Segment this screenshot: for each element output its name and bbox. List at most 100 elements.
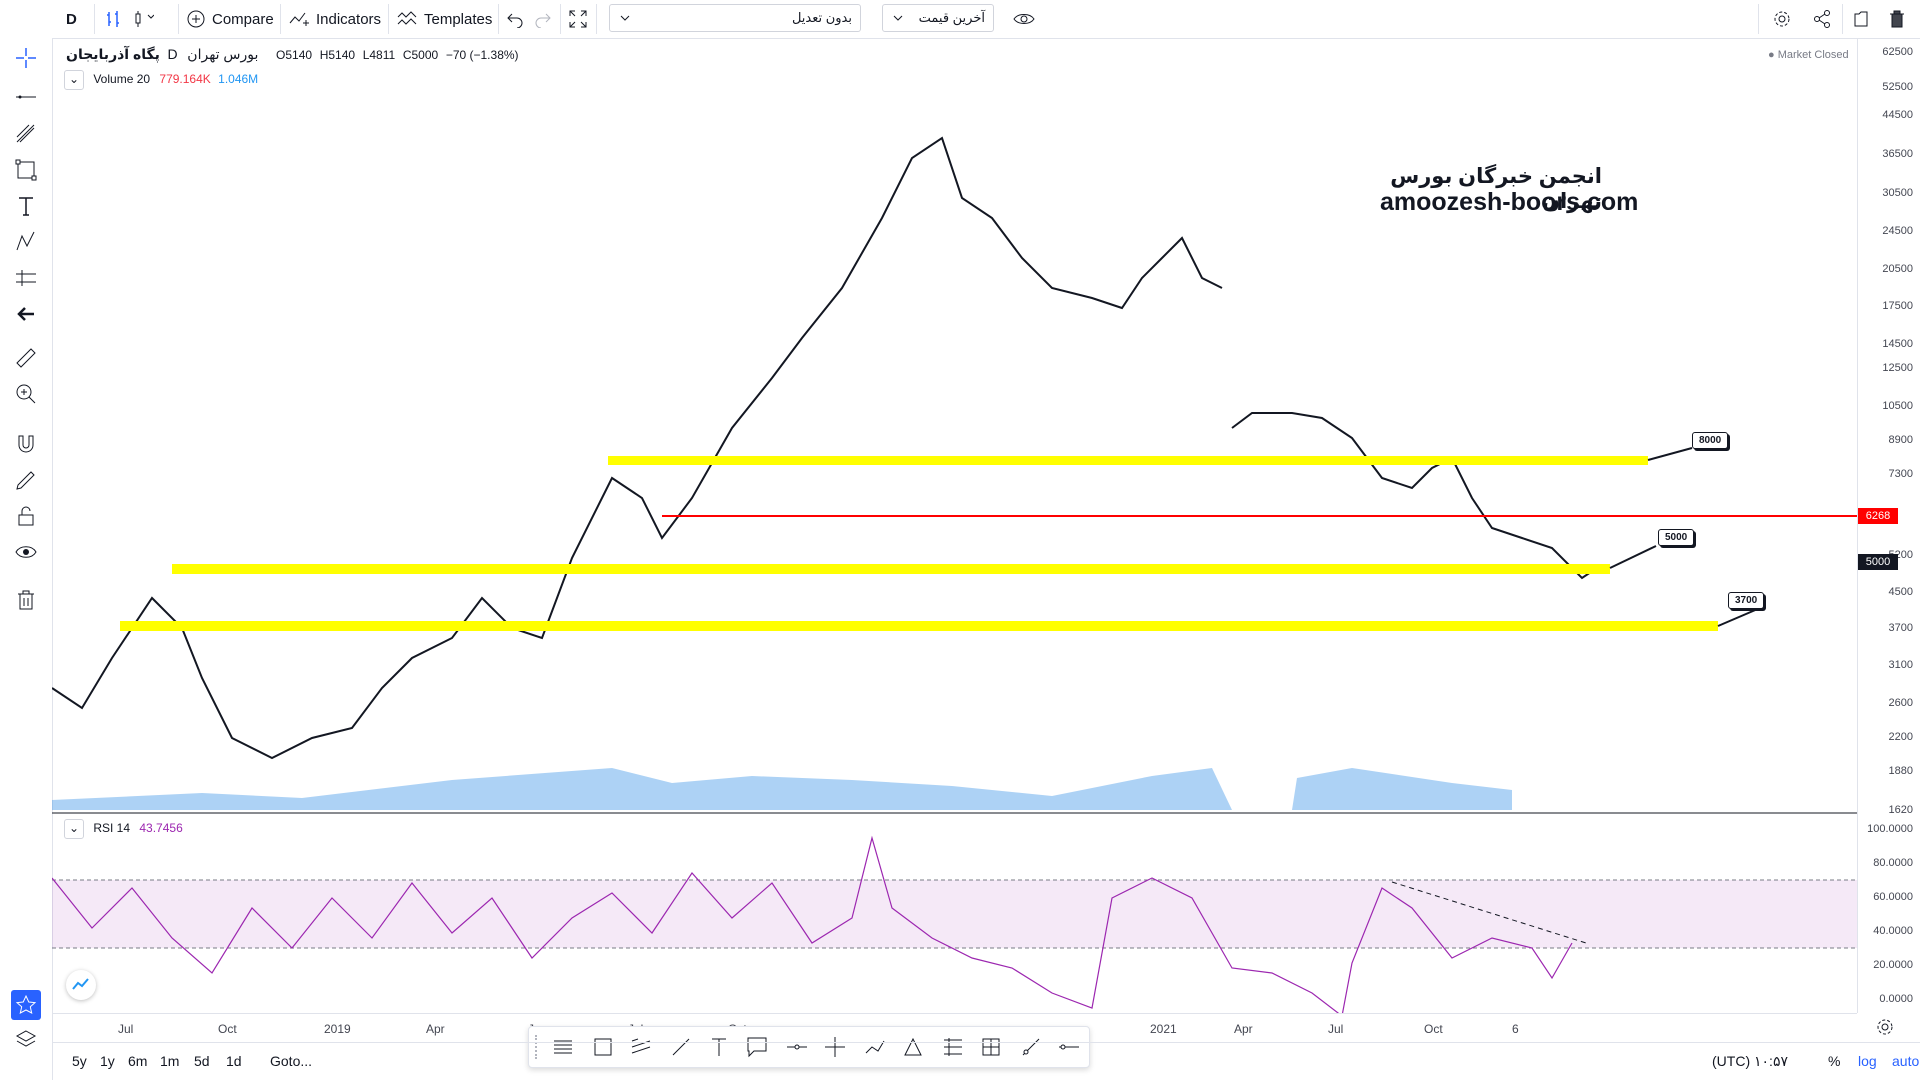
- price-layer: [52, 136, 1598, 760]
- path-icon[interactable]: [863, 1035, 887, 1059]
- chart-canvas[interactable]: [52, 38, 1857, 1013]
- price-tick: 30500: [1882, 187, 1913, 199]
- interval-button[interactable]: D: [66, 10, 77, 28]
- horizontal-lines-icon[interactable]: [551, 1035, 575, 1059]
- market-status-text: Market Closed: [1777, 49, 1849, 61]
- divider: [94, 4, 95, 34]
- snapshot-icon[interactable]: [1852, 5, 1872, 33]
- rsi-layer: [52, 835, 1573, 1013]
- eye-visibility-icon[interactable]: [14, 540, 38, 564]
- support-zone-5000: [172, 564, 1610, 574]
- collapse-chevron-icon[interactable]: ⌄: [64, 70, 84, 90]
- text-icon[interactable]: [707, 1035, 731, 1059]
- tradingview-logo-icon[interactable]: [66, 970, 96, 1000]
- triangle-icon[interactable]: [901, 1035, 925, 1059]
- adjustment-value: بدون تعدیل: [791, 10, 852, 25]
- rsi-value: 43.7456: [139, 821, 183, 836]
- time-axis[interactable]: JulOct2019AprJuJulOct2021AprJulOct6: [52, 1013, 1857, 1043]
- ray-icon[interactable]: [1019, 1035, 1043, 1059]
- settings-gear-icon[interactable]: [1772, 5, 1792, 33]
- arrow-left-icon[interactable]: [14, 302, 38, 326]
- log-toggle[interactable]: log: [1858, 1053, 1877, 1069]
- magnet-icon[interactable]: [14, 432, 38, 456]
- text-tool-icon[interactable]: [14, 194, 38, 218]
- callout-pointer: [1647, 447, 1693, 461]
- level-callout-3700[interactable]: 3700: [1728, 592, 1765, 609]
- eye-icon[interactable]: [1012, 5, 1036, 33]
- volume-label: Volume 20: [93, 72, 151, 87]
- resistance-zone-8000: [608, 456, 1648, 465]
- percent-toggle[interactable]: %: [1828, 1053, 1841, 1069]
- candle-style-icon[interactable]: [132, 5, 154, 33]
- horizontal-line-icon[interactable]: [1057, 1035, 1081, 1059]
- range-button-6m[interactable]: 6m: [128, 1053, 148, 1069]
- lock-icon[interactable]: [14, 504, 38, 528]
- range-button-5d[interactable]: 5d: [194, 1053, 210, 1069]
- rsi-tick: 100.0000: [1867, 823, 1913, 835]
- price-tick: 10500: [1882, 400, 1913, 412]
- clock-display[interactable]: ۱۰:۵۷ (UTC): [1712, 1053, 1788, 1069]
- templates-button[interactable]: Templates: [396, 5, 492, 33]
- price-tick: 3100: [1888, 659, 1913, 671]
- rectangle-icon[interactable]: [14, 158, 38, 182]
- axis-settings-gear-icon[interactable]: [1876, 1018, 1894, 1041]
- gann-box-icon[interactable]: [979, 1035, 1003, 1059]
- ohlc-high: H5140: [319, 48, 356, 62]
- plus-circle-icon: [187, 10, 205, 28]
- price-tick: 4500: [1888, 586, 1913, 598]
- divider: [388, 4, 389, 34]
- trend-line-icon[interactable]: [14, 85, 38, 109]
- range-button-1y[interactable]: 1y: [100, 1053, 115, 1069]
- zoom-in-icon[interactable]: [14, 382, 38, 406]
- object-tree-icon[interactable]: [14, 1028, 38, 1052]
- cross-line-icon[interactable]: [823, 1035, 847, 1059]
- price-type-dropdown[interactable]: آخرین قیمت: [882, 4, 994, 32]
- prediction-icon[interactable]: [14, 266, 38, 290]
- level-callout-8000[interactable]: 8000: [1692, 432, 1729, 449]
- red-level-tag: 6268: [1858, 508, 1898, 524]
- undo-icon[interactable]: [506, 5, 524, 33]
- symbol-interval: D: [167, 46, 178, 62]
- rsi-tick: 40.0000: [1873, 925, 1913, 937]
- time-tick: 2021: [1150, 1022, 1177, 1036]
- share-icon[interactable]: [1812, 5, 1832, 33]
- price-tick: 3700: [1888, 622, 1913, 634]
- indicators-button[interactable]: Indicators: [288, 5, 381, 33]
- compare-button[interactable]: Compare: [186, 5, 274, 33]
- watermark-url: amoozesh-boors.com: [1380, 188, 1639, 216]
- redo-icon[interactable]: [534, 5, 552, 33]
- price-type-value: آخرین قیمت: [918, 10, 985, 25]
- price-tick: 1880: [1888, 765, 1913, 777]
- price-tick: 52500: [1882, 81, 1913, 93]
- trash-icon[interactable]: [1888, 5, 1906, 33]
- draw-mode-icon[interactable]: [14, 468, 38, 492]
- crosshair-icon[interactable]: [14, 46, 38, 70]
- price-axis[interactable]: 62500 52500 44500 36500 30500 24500 20500 17500…: [1857, 38, 1920, 1013]
- templates-icon: [397, 11, 417, 25]
- fib-retracement-icon[interactable]: [941, 1035, 965, 1059]
- fullscreen-icon[interactable]: [568, 5, 588, 33]
- line-tool-icon[interactable]: [669, 1035, 693, 1059]
- goto-button[interactable]: Goto...: [270, 1053, 313, 1069]
- rectangle-tool-icon[interactable]: [591, 1035, 615, 1059]
- callout-icon[interactable]: [745, 1035, 769, 1059]
- collapse-chevron-icon[interactable]: ⌄: [64, 819, 84, 839]
- drag-handle-icon[interactable]: [535, 1035, 541, 1059]
- auto-toggle[interactable]: auto: [1892, 1053, 1920, 1069]
- symbol-name[interactable]: پگاه آذربایجان: [66, 46, 160, 62]
- level-callout-5000[interactable]: 5000: [1658, 529, 1695, 546]
- symbol-legend: پگاه آذربایجان D بورس تهران O5140 H5140 …: [66, 46, 519, 63]
- range-button-1m[interactable]: 1m: [160, 1053, 180, 1069]
- remove-drawings-icon[interactable]: [14, 588, 38, 612]
- bar-style-icon[interactable]: [104, 5, 124, 33]
- range-button-1d[interactable]: 1d: [226, 1053, 242, 1069]
- pattern-icon[interactable]: [14, 230, 38, 254]
- adjustment-dropdown[interactable]: بدون تعدیل: [609, 4, 861, 32]
- ruler-icon[interactable]: [14, 346, 38, 370]
- horizontal-ray-icon[interactable]: [785, 1035, 809, 1059]
- fib-tool-icon[interactable]: [14, 122, 38, 146]
- rsi-legend: ⌄ RSI 14 43.7456: [64, 819, 183, 839]
- range-button-5y[interactable]: 5y: [72, 1053, 87, 1069]
- price-tick: 1620: [1888, 804, 1913, 816]
- favorites-button[interactable]: [11, 990, 41, 1020]
